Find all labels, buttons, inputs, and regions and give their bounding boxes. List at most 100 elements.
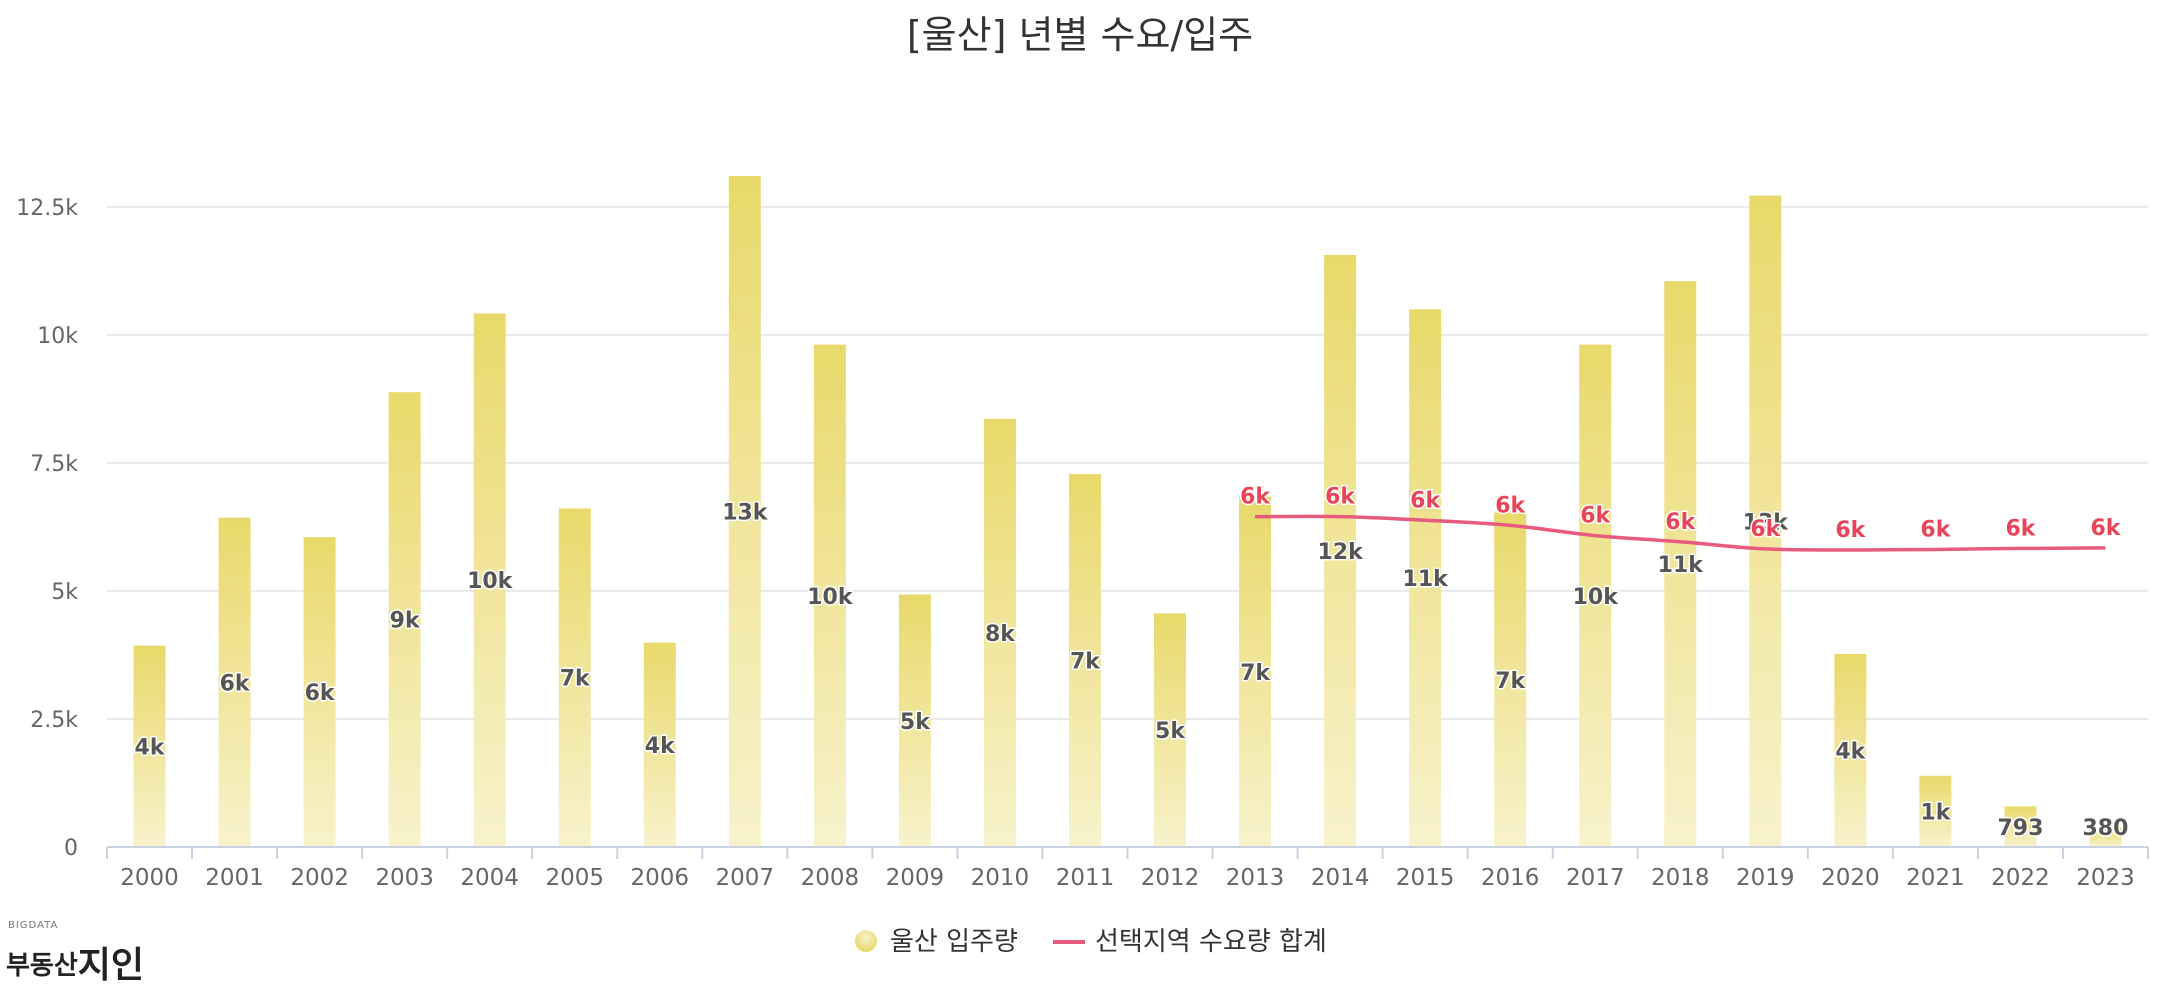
bar-data-label: 12k (1317, 540, 1364, 565)
y-tick-label: 0 (64, 836, 78, 861)
bar (728, 176, 761, 848)
bar (983, 418, 1016, 847)
bar-data-label: 11k (1658, 553, 1705, 578)
bar-data-label: 7k (1495, 669, 1526, 694)
legend-bar-label[interactable]: 울산 입주량 (890, 927, 1018, 957)
y-tick-label: 10k (37, 324, 78, 349)
bar-data-label: 11k (1403, 567, 1450, 592)
bar (1494, 512, 1527, 847)
line-data-label: 6k (1240, 485, 1271, 510)
x-tick-label: 2022 (1991, 865, 2050, 891)
bar-data-label: 10k (807, 585, 854, 610)
x-tick-label: 2016 (1481, 865, 1540, 891)
x-tick-label: 2019 (1736, 865, 1795, 891)
x-tick-label: 2008 (801, 865, 860, 891)
x-tick-label: 2003 (375, 865, 434, 891)
bar-data-label: 4k (1835, 739, 1866, 764)
x-tick-label: 2011 (1056, 865, 1115, 891)
line-data-label: 6k (2005, 516, 2036, 541)
y-tick-label: 5k (51, 580, 78, 605)
x-tick-label: 2012 (1141, 865, 1200, 891)
bigdata-jiin-logo: BIGDATA 부동산지인 (6, 920, 144, 986)
bar-data-label: 13k (1743, 510, 1790, 535)
bar-series (133, 176, 2122, 848)
line-data-label: 6k (1835, 518, 1866, 543)
bar-data-label: 5k (900, 710, 931, 735)
x-tick-label: 2018 (1651, 865, 1710, 891)
y-tick-label: 2.5k (30, 708, 78, 733)
legend-bar-marker (855, 930, 877, 952)
bar (1324, 254, 1357, 847)
bar-data-label: 7k (560, 667, 591, 692)
bar (1409, 309, 1442, 847)
bar (1154, 613, 1187, 847)
line-data-label: 6k (1920, 517, 1951, 542)
bar-data-label: 380 (2083, 816, 2129, 841)
bar-data-label: 6k (220, 671, 251, 696)
legend-line-label[interactable]: 선택지역 수요량 합계 (1095, 927, 1327, 957)
bar-data-label: 793 (1997, 816, 2043, 841)
x-tick-label: 2021 (1906, 865, 1965, 891)
x-tick-label: 2010 (971, 865, 1030, 891)
logo-text: 부동산지인 (6, 933, 145, 986)
x-axis: 2000 2001 2002 2003 2004 2005 2006 2007 2008 2009… (106, 846, 2149, 891)
bar (133, 645, 166, 847)
line-data-label: 6k (1325, 485, 1356, 510)
logo-subtitle: BIGDATA (8, 920, 59, 931)
x-tick-label: 2009 (886, 865, 945, 891)
bar-data-label: 7k (1070, 650, 1101, 675)
y-tick-label: 7.5k (30, 452, 78, 477)
bar (1068, 474, 1101, 847)
bar (1579, 344, 1612, 847)
bar-data-label: 8k (985, 622, 1016, 647)
legend[interactable]: 울산 입주량 선택지역 수요량 합계 (855, 927, 1327, 957)
bar-data-label: 5k (1155, 719, 1186, 744)
bar-data-label: 13k (722, 501, 769, 526)
line-data-label: 6k (1495, 493, 1526, 518)
y-tick-label: 12.5k (16, 196, 78, 221)
x-tick-label: 2004 (460, 865, 519, 891)
x-tick-label: 2014 (1311, 865, 1370, 891)
x-tick-label: 2015 (1396, 865, 1455, 891)
x-tick-label: 2000 (120, 865, 179, 891)
line-data-label: 6k (1665, 510, 1696, 535)
grid-lines (107, 206, 2148, 720)
bar (218, 517, 251, 847)
bar-data-label: 1k (1920, 800, 1951, 825)
logo-brand: 지인 (77, 945, 145, 986)
line-data-label: 6k (2091, 516, 2122, 541)
bar-data-label: 9k (390, 609, 421, 634)
line-data-label: 6k (1580, 504, 1611, 529)
bar-data-label: 4k (135, 735, 166, 760)
bar (643, 642, 676, 847)
bar (2004, 806, 2037, 847)
bar-data-label: 4k (645, 734, 676, 759)
chart-title: [울산] 년별 수요/입주 (907, 13, 1253, 57)
line-series (1255, 514, 2106, 552)
bar (1834, 653, 1867, 847)
line-data-labels: 6k 6k 6k 6k 6k 6k 6k 6k 6k 6k 6k (1239, 483, 2124, 544)
bar-data-label: 10k (467, 569, 514, 594)
y-axis: 0 2.5k 5k 7.5k 10k 12.5k (16, 196, 78, 861)
bar-data-labels: 4k 6k 6k 9k 10k 7k 4k 13k 10k 5k 8k 7k 5k 7k 12k 11k 7k 1… (133, 499, 2130, 842)
bar (898, 594, 931, 847)
bar-data-label: 10k (1573, 585, 1620, 610)
x-tick-label: 2013 (1226, 865, 1285, 891)
x-tick-label: 2007 (716, 865, 775, 891)
bar (813, 344, 846, 847)
bar (1664, 281, 1697, 847)
x-tick-label: 2006 (630, 865, 689, 891)
x-tick-label: 2001 (205, 865, 264, 891)
bar (1749, 195, 1782, 847)
x-tick-label: 2005 (545, 865, 604, 891)
x-tick-label: 2017 (1566, 865, 1625, 891)
x-tick-label: 2023 (2076, 865, 2135, 891)
bar (388, 392, 421, 847)
line-data-label: 6k (1410, 488, 1441, 513)
bar-data-label: 7k (1240, 661, 1271, 686)
bar (473, 313, 506, 847)
bar (303, 537, 336, 847)
x-tick-label: 2002 (290, 865, 349, 891)
x-tick-label: 2020 (1821, 865, 1880, 891)
